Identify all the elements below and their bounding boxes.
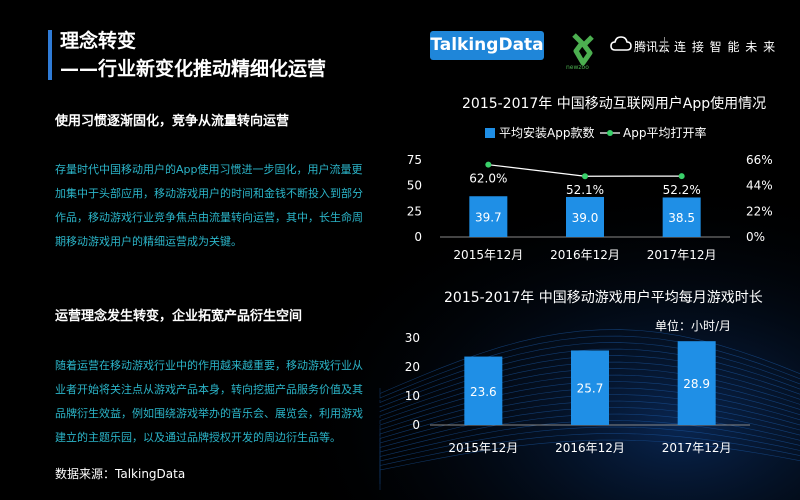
section-1-body: 存量时代中国移动用户的App使用习惯进一步固化，用户流量更 加集中于头部应用，移… [55, 158, 385, 254]
newzoo-logo-text: newzoo [566, 64, 589, 71]
y-axis-tick-label: 75 [407, 153, 422, 167]
tencent-cloud-name: 腾讯云 [634, 40, 671, 54]
data-source: 数据来源：TalkingData [55, 467, 186, 481]
background-wave-line [379, 439, 800, 490]
bar-data-label: 28.9 [683, 377, 710, 391]
section-2-line: 随着运营在移动游戏行业中的作用越来越重要，移动游戏行业从 [55, 359, 363, 372]
background-wave-line [379, 426, 800, 478]
legend-swatch-bar [485, 128, 495, 138]
section-2-line: 建立的主题乐园，以及通过品牌授权开发的周边衍生品等。 [55, 431, 341, 444]
line-point [582, 173, 588, 180]
section-1-line: 存量时代中国移动用户的App使用习惯进一步固化，用户流量更 [55, 163, 363, 176]
legend-label-line: App平均打开率 [623, 125, 706, 140]
logo-divider [664, 37, 665, 53]
bar-data-label: 39.7 [475, 211, 502, 225]
page-title: 理念转变 [60, 30, 137, 52]
x-axis-tick-label: 2016年12月 [555, 441, 625, 455]
y2-axis-tick-label: 44% [746, 179, 773, 193]
y2-axis-tick-label: 0% [746, 230, 765, 244]
section-1-line: 期移动游戏用户的精细运营成为关键。 [55, 235, 242, 248]
background-wave-line [379, 335, 800, 399]
y-axis-tick-label: 30 [405, 331, 420, 345]
y-axis-tick-label: 0 [414, 230, 422, 244]
legend-swatch-dot [607, 130, 613, 136]
bar-data-label: 38.5 [668, 211, 695, 225]
y2-axis-tick-label: 66% [746, 153, 773, 167]
y-axis-tick-label: 0 [412, 418, 420, 432]
section-1-heading: 使用习惯逐渐固化，竞争从流量转向运营 [55, 114, 290, 129]
y-axis-tick-label: 50 [407, 179, 422, 193]
x-axis-tick-label: 2015年12月 [448, 441, 518, 455]
chart1-svg: 平均安装App款数 App平均打开率 0 25 50 75 0% 22% 44% 66% 39.7 2… [407, 125, 773, 262]
bar [469, 196, 508, 237]
bar-data-label: 25.7 [577, 382, 604, 396]
y2-axis-tick-label: 22% [746, 204, 773, 218]
legend-label-bar: 平均安装App款数 [499, 125, 594, 140]
x-axis-tick-label: 2017年12月 [647, 248, 717, 262]
tencent-slogan: 连 接 智 能 未 来 [674, 40, 777, 54]
y-axis-tick-label: 10 [405, 389, 420, 403]
title-accent-bar [48, 30, 52, 80]
line-data-label: 52.2% [663, 183, 701, 197]
chart2-svg: 0 10 20 30 23.6 2015年12月 25.7 2016年12月 28.9 2017年… [405, 331, 750, 455]
x-axis-tick-label: 2016年12月 [550, 248, 620, 262]
line-data-label: 62.0% [469, 172, 507, 186]
y-axis-tick-label: 20 [405, 360, 420, 374]
bar-data-label: 39.0 [572, 211, 599, 225]
section-1-line: 加集中于头部应用，移动游戏用户的时间和金钱不断投入到部分 [55, 187, 363, 200]
bar [464, 356, 503, 425]
chart1-title: 2015-2017年 中国移动互联网用户App使用情况 [462, 96, 767, 112]
chart2-title: 2015-2017年 中国移动游戏用户平均每月游戏时长 [444, 290, 763, 306]
line-point [485, 161, 492, 168]
section-2-heading: 运营理念发生转变，企业拓宽产品衍生空间 [55, 309, 303, 324]
section-2-line: 业者开始将关注点从游戏产品本身，转向挖掘产品服务价值及其 [55, 383, 363, 396]
line-data-label: 52.1% [566, 183, 604, 197]
bar [571, 350, 609, 425]
page-subtitle: ——行业新变化推动精细化运营 [60, 58, 327, 80]
line-point [678, 173, 685, 180]
chart2-unit-label: 单位：小时/月 [655, 319, 732, 333]
x-axis-tick-label: 2015年12月 [453, 248, 523, 262]
tencent-cloud-icon [610, 36, 632, 51]
bar [677, 341, 716, 425]
newzoo-logo-icon [572, 33, 594, 66]
talkingdata-logo: TalkingData [430, 31, 544, 60]
background-wave-line [379, 329, 800, 394]
background-wave-line [379, 342, 800, 403]
x-axis-tick-label: 2017年12月 [662, 441, 732, 455]
bar [566, 196, 604, 237]
section-1-line: 作品，移动游戏行业竞争焦点由流量转向运营，其中，长生命周 [55, 211, 363, 224]
bar [662, 197, 701, 237]
bar-data-label: 23.6 [470, 385, 497, 399]
section-2-body: 随着运营在移动游戏行业中的作用越来越重要，移动游戏行业从 业者开始将关注点从游戏… [55, 354, 385, 450]
y-axis-tick-label: 25 [407, 204, 422, 218]
section-2-line: 品牌衍生效益，例如围绕游戏举办的音乐会、展览会，利用游戏 [55, 407, 363, 420]
background-wave-line [379, 433, 800, 484]
